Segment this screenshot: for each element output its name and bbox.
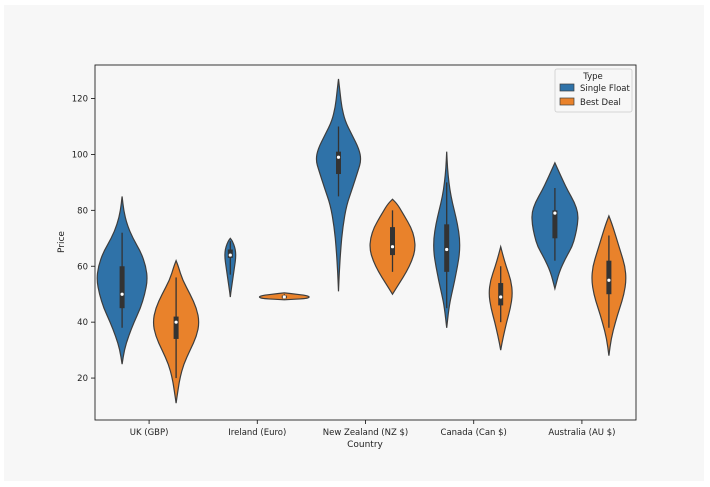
legend: Type Single Float Best Deal bbox=[554, 68, 633, 113]
violins-layer bbox=[96, 78, 627, 404]
legend-swatch-best-deal bbox=[559, 97, 575, 106]
violin-new-zealand-nz-best-deal-iqr-box bbox=[390, 227, 395, 256]
y-tick-label-20: 20 bbox=[77, 374, 88, 384]
y-tick-label-40: 40 bbox=[77, 318, 88, 328]
legend-label-best-deal: Best Deal bbox=[580, 98, 621, 108]
violin-uk-gbp-best-deal-iqr-box bbox=[173, 316, 179, 339]
x-tick-label-new-zealand-nz: New Zealand (NZ $) bbox=[323, 428, 408, 438]
violin-uk-gbp-single-float-median bbox=[120, 292, 124, 296]
violin-australia-au-best-deal-iqr-box bbox=[606, 260, 612, 295]
x-tick-label-ireland-euro: Ireland (Euro) bbox=[228, 428, 286, 438]
violin-new-zealand-nz-single-float-iqr-box bbox=[336, 151, 341, 175]
x-tick-label-australia-au: Australia (AU $) bbox=[548, 428, 615, 438]
violin-new-zealand-nz-single-float-median bbox=[336, 155, 341, 159]
legend-label-single-float: Single Float bbox=[580, 84, 630, 94]
violin-ireland-euro-best-deal-median bbox=[282, 295, 286, 299]
x-tick-label-canada-can: Canada (Can $) bbox=[441, 428, 507, 438]
x-axis: UK (GBP) Ireland (Euro) New Zealand (NZ $)… bbox=[130, 420, 615, 438]
y-tick-label-120: 120 bbox=[72, 95, 88, 105]
y-axis-label: Price bbox=[57, 231, 67, 253]
violin-australia-au-single-float-iqr-box bbox=[552, 210, 558, 239]
y-tick-label-60: 60 bbox=[77, 262, 88, 272]
violin-ireland-euro-single-float-median bbox=[228, 253, 232, 257]
violin-canada-can-best-deal-median bbox=[499, 295, 503, 299]
chart-figure: 20 40 60 80 100 120 UK (GBP) Ireland (Euro) New… bbox=[4, 5, 704, 481]
x-axis-label: Country bbox=[347, 440, 383, 450]
violin-uk-gbp-single-float-iqr-box bbox=[119, 266, 125, 309]
violin-canada-can-single-float-median bbox=[445, 247, 449, 252]
violin-australia-au-single-float-median bbox=[553, 211, 557, 215]
y-tick-label-80: 80 bbox=[77, 206, 88, 216]
legend-title: Type bbox=[582, 72, 603, 82]
violin-canada-can-best-deal-iqr-box bbox=[498, 283, 504, 306]
violin-chart: 20 40 60 80 100 120 UK (GBP) Ireland (Euro) New… bbox=[57, 64, 637, 450]
legend-swatch-single-float bbox=[559, 83, 575, 92]
violin-new-zealand-nz-best-deal-median bbox=[390, 245, 395, 249]
x-tick-label-uk-gbp: UK (GBP) bbox=[130, 428, 169, 438]
y-tick-label-100: 100 bbox=[72, 150, 88, 160]
violin-australia-au-best-deal-median bbox=[607, 278, 611, 282]
violin-uk-gbp-best-deal-median bbox=[174, 320, 178, 324]
y-axis: 20 40 60 80 100 120 bbox=[72, 95, 95, 384]
plot-frame bbox=[94, 64, 637, 421]
